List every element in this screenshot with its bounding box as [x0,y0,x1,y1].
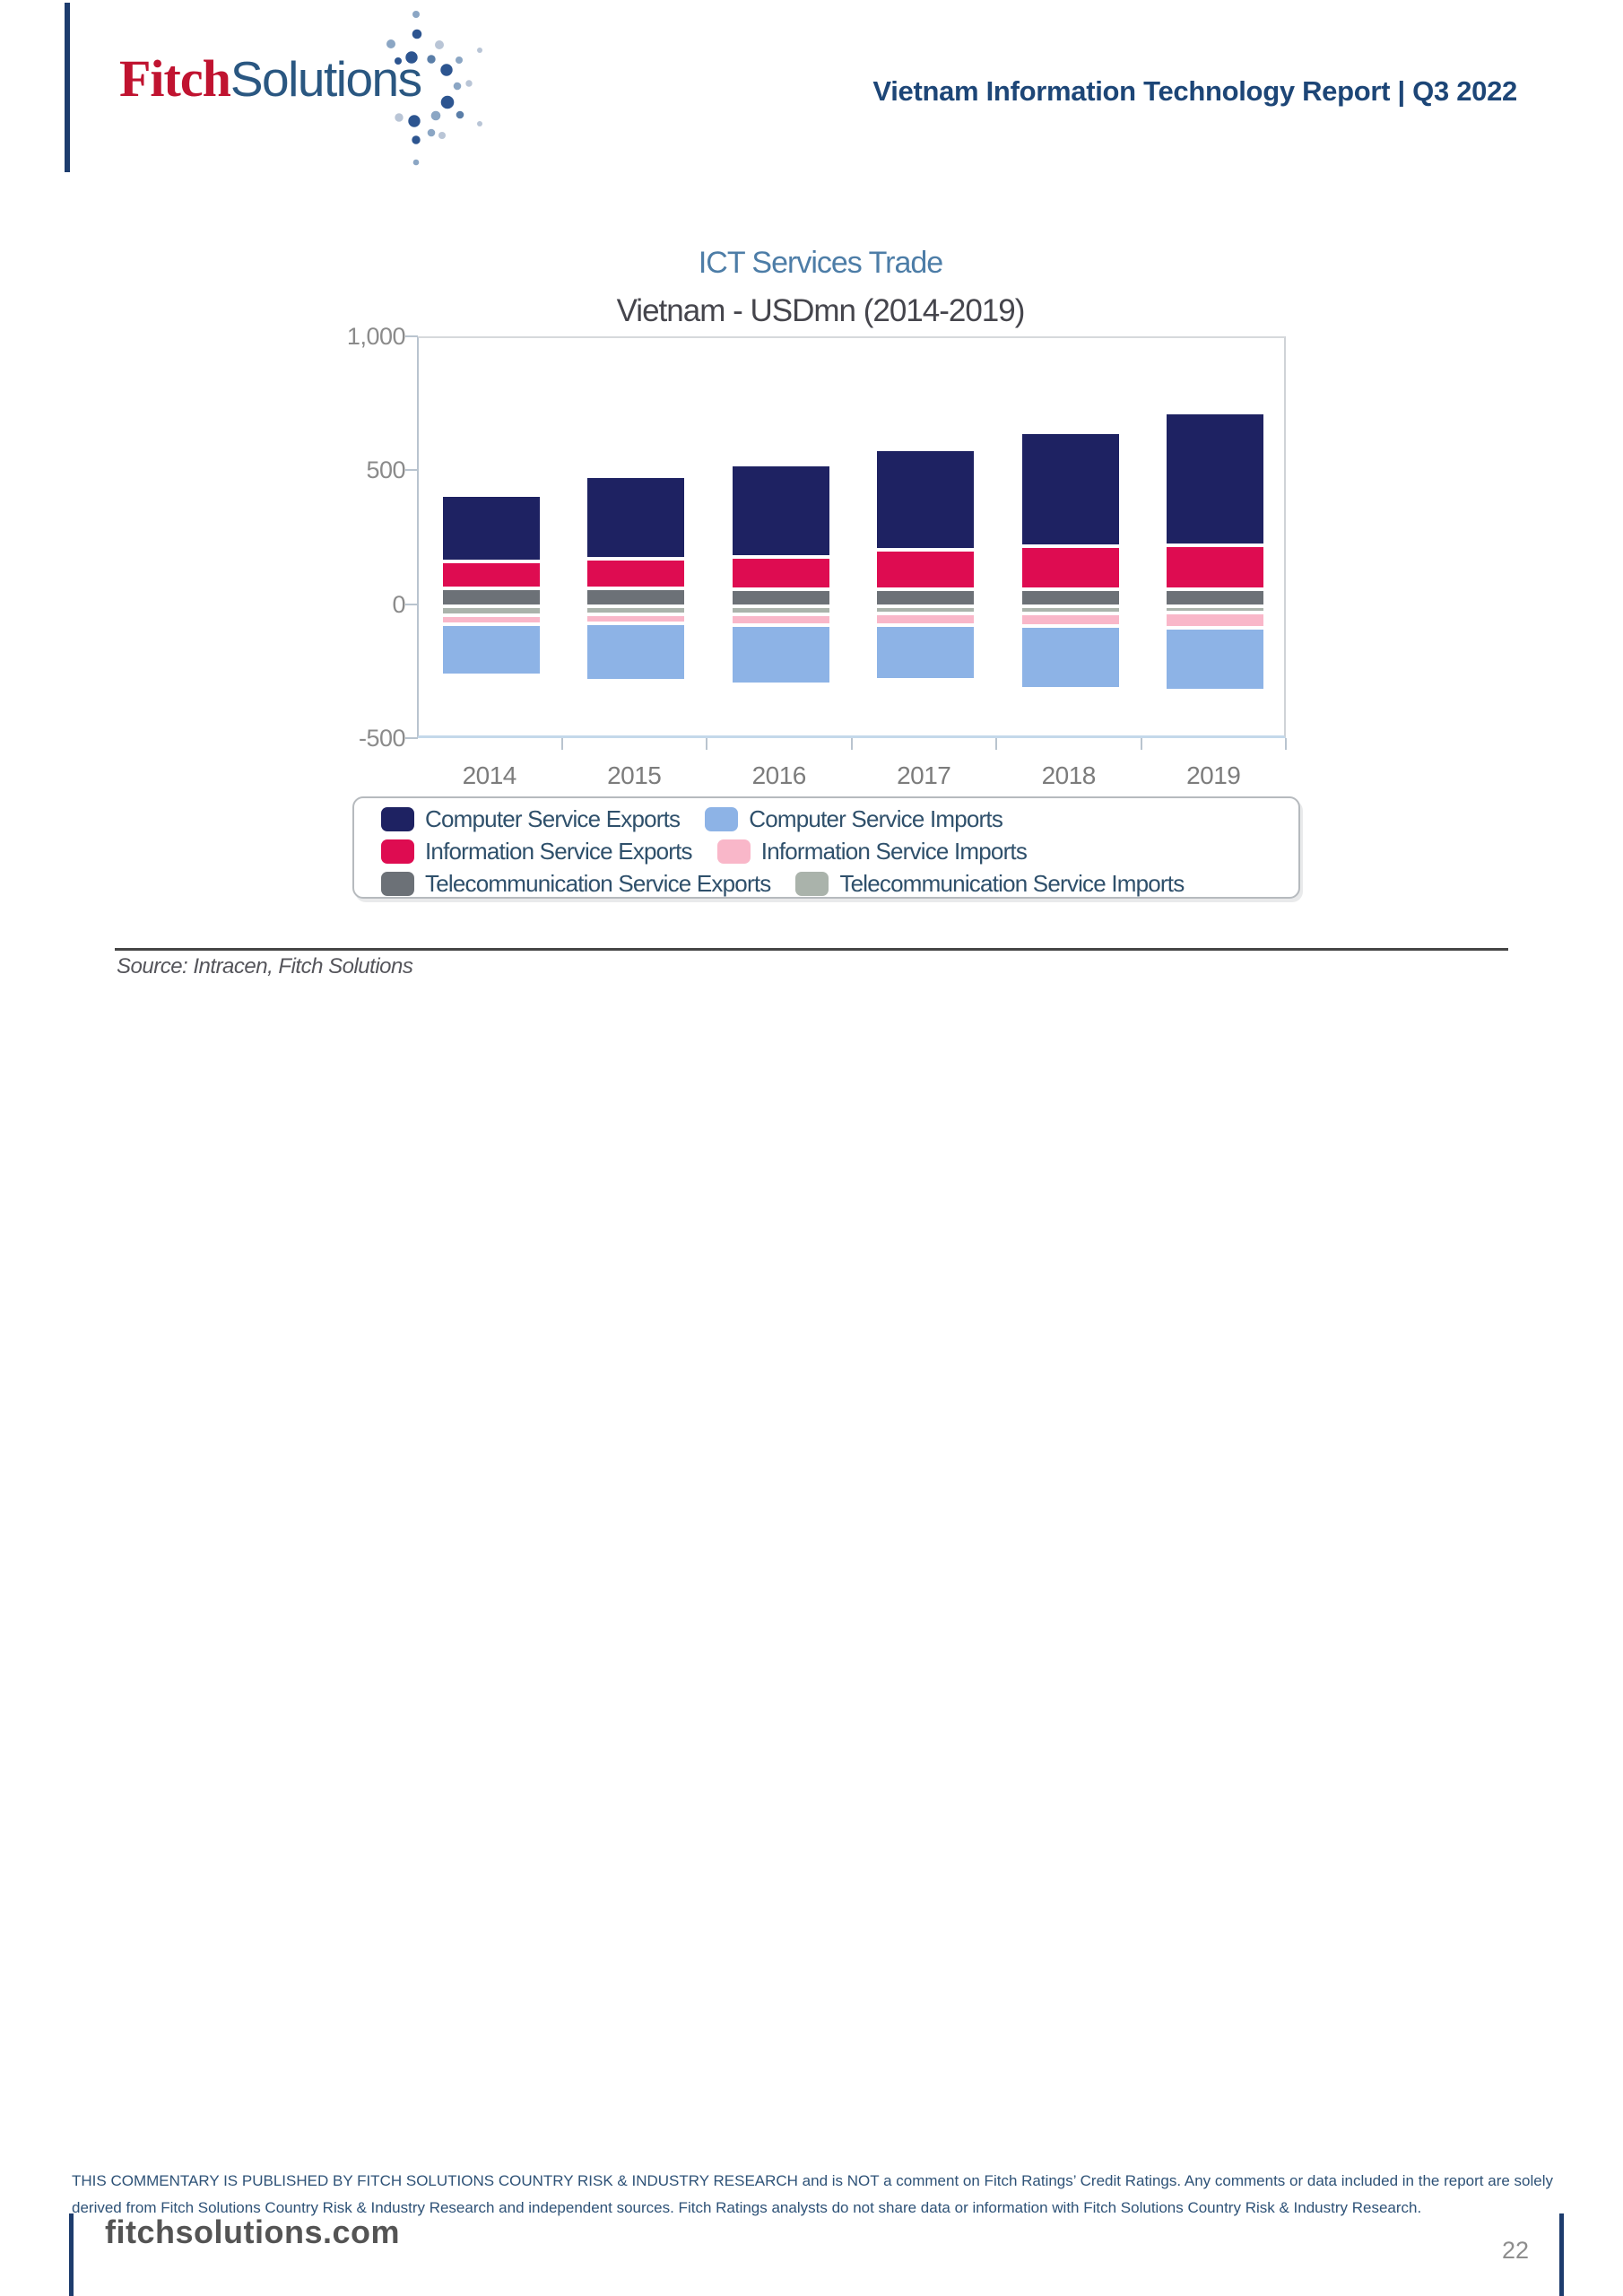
bar-segment [440,494,542,562]
y-axis-label: 500 [366,457,405,484]
x-axis-label: 2017 [897,761,951,789]
disclaimer-line-2: derived from Fitch Solutions Country Ris… [72,2199,1422,2216]
x-axis-label: 2019 [1186,761,1241,789]
source-divider-rule [115,948,1508,951]
logo-text-fitch: Fitch [119,49,231,108]
bar-segment [586,613,687,624]
legend-label: Information Service Imports [760,837,1028,865]
legend-swatch [705,806,739,831]
legend-label: Information Service Exports [425,837,693,865]
bar-segment [440,623,542,675]
bar-segment [586,623,687,682]
legend-row: Information Service Exports Information S… [381,835,1298,867]
bar-segment [586,588,687,606]
bar-segment [730,605,831,614]
website-link[interactable]: fitchsolutions.com [105,2213,401,2250]
bar-segment [1020,605,1121,613]
bar-segment [875,549,976,589]
bar-segment [1165,613,1266,628]
legend-swatch [716,839,751,864]
report-title: Vietnam Information Technology Report | … [872,75,1517,107]
chart-subtitle: Vietnam - USDmn (2014-2019) [616,293,1026,328]
y-axis-label: 1,000 [346,323,406,350]
bar-segment [440,605,542,615]
y-axis-tick [405,469,418,472]
legend-swatch [381,871,414,896]
header-accent-rule [65,3,70,172]
legend-swatch [795,871,829,896]
legend-swatch [381,839,414,864]
chart-title: ICT Services Trade [698,246,943,280]
bar-segment [1165,413,1266,546]
bar-segment [586,475,687,559]
bar-segment [1020,588,1121,606]
bar-segment [440,561,542,589]
x-axis-tick [1285,738,1287,750]
legend-item: Information Service Imports [716,837,1028,865]
logo-star-icon [386,11,482,166]
disclaimer-line-1: THIS COMMENTARY IS PUBLISHED BY FITCH SO… [72,2172,1553,2189]
bar-segment [1165,588,1266,606]
legend-row: Computer Service Exports Computer Service… [381,803,1298,835]
x-axis-label: 2018 [1041,761,1097,789]
bar-segment [730,625,831,684]
bar-segment [730,613,831,626]
legend-item: Telecommunication Service Exports [381,869,771,898]
legend-label: Telecommunication Service Exports [425,869,771,897]
logo-text-solutions: Solutions [230,51,422,107]
bar-segment [730,464,831,557]
legend-item: Computer Service Exports [381,804,681,833]
bar-segment [730,588,831,606]
legend-row: Telecommunication Service Exports Telecom… [381,867,1298,900]
x-axis-tick [995,738,997,750]
source-note: Source: Intracen, Fitch Solutions [117,954,413,978]
bar-segment [875,605,976,613]
x-axis-tick [1140,738,1142,750]
bar-segment [1020,613,1121,627]
bar-segment [440,614,542,624]
bar-segment [730,556,831,589]
bar-segment [875,448,976,550]
x-axis-label: 2015 [607,761,662,789]
y-axis-label: -500 [358,725,406,752]
bar-segment [875,613,976,626]
legend-label: Computer Service Imports [749,804,1003,832]
footer-accent-bar-left [69,2213,74,2296]
bar-segment [1165,627,1266,691]
y-axis-label: 0 [392,590,405,618]
legend-item: Telecommunication Service Imports [795,869,1185,898]
bar-segment [1020,431,1121,547]
legend-item: Information Service Exports [381,837,693,865]
x-axis-tick [850,738,853,750]
bar-segment [1165,605,1266,613]
x-axis-tick [706,738,707,750]
bar-segment [875,588,976,606]
legend-item: Computer Service Imports [705,804,1003,833]
bar-segment [875,625,976,680]
legend-label: Computer Service Exports [425,804,681,832]
bar-segment [1020,546,1121,589]
legend-swatch [381,806,414,831]
bar-segment [1020,626,1121,689]
bar-segment [440,588,542,606]
y-axis-tick [405,737,418,739]
x-axis-label: 2014 [462,761,517,789]
x-axis-tick [560,738,563,750]
footer-accent-bar-right [1559,2213,1564,2296]
y-axis-tick [405,335,418,337]
plot-area [417,336,1286,738]
bar-segment [1165,545,1266,589]
x-axis-label: 2016 [751,761,807,789]
chart-legend: Computer Service Exports Computer Service… [352,796,1300,899]
bar-segment [586,605,687,614]
page-number: 22 [1501,2237,1529,2264]
fitch-solutions-logo: FitchSolutions [119,48,422,109]
bar-segment [586,558,687,589]
legend-label: Telecommunication Service Imports [839,869,1185,897]
y-axis-tick [405,603,418,605]
